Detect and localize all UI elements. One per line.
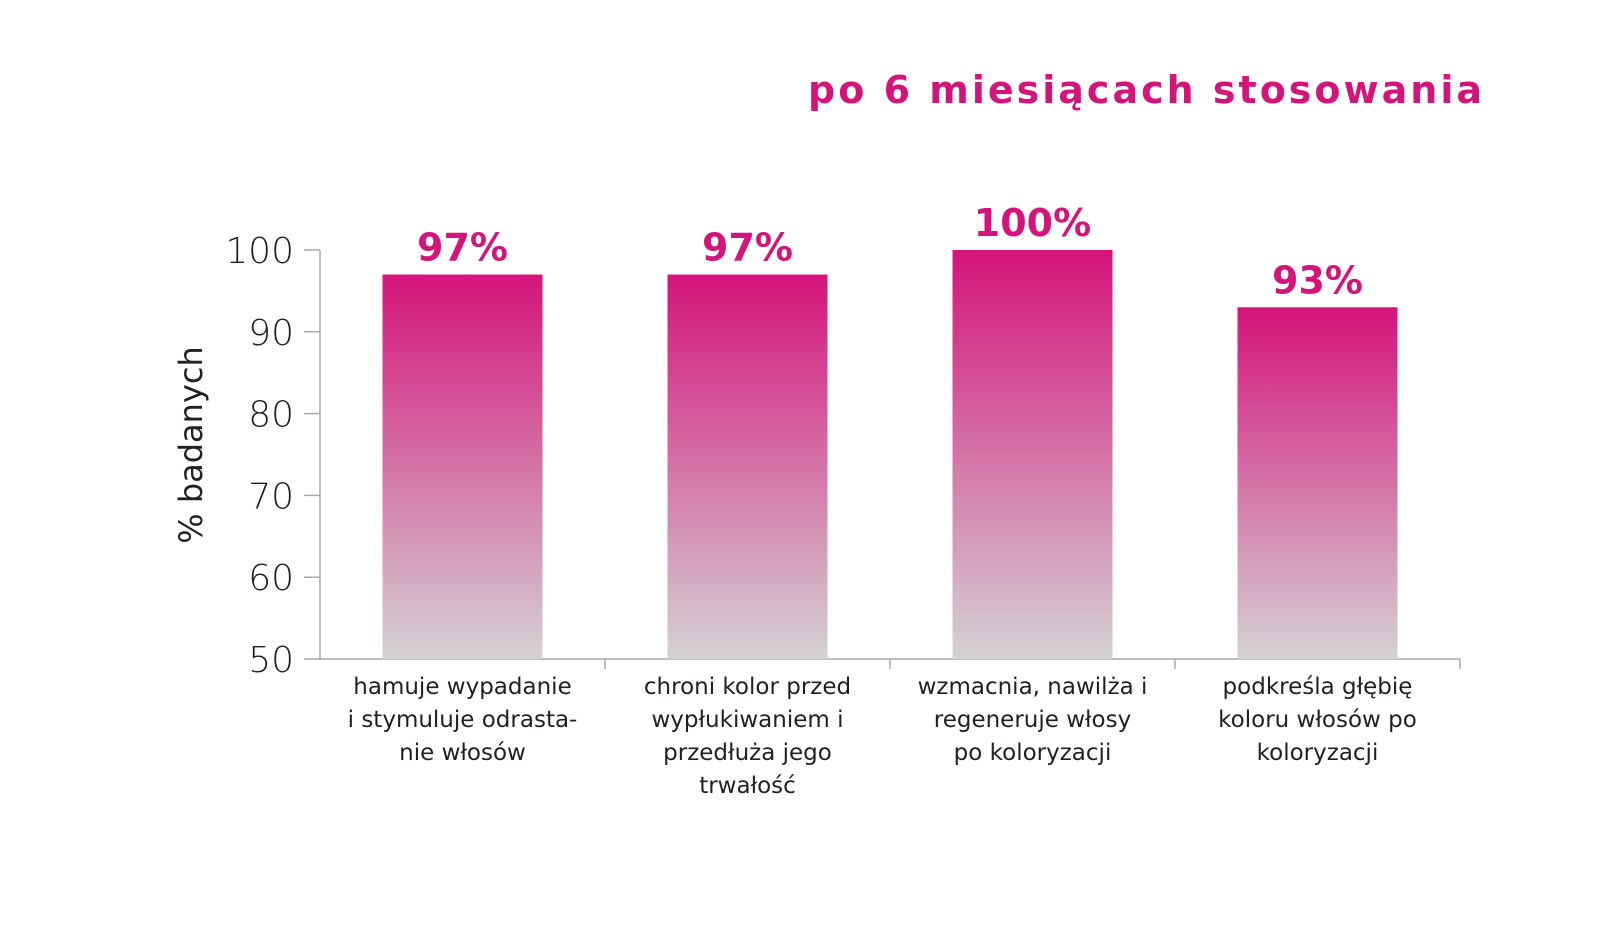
bar-value-label: 97%: [702, 226, 793, 270]
bar: [1237, 307, 1398, 659]
bar: [952, 250, 1113, 659]
y-tick-label: 90: [248, 313, 294, 354]
bar: [382, 274, 543, 659]
x-category-label: hamuje wypadanie i stymuluje odrasta-nie …: [343, 671, 583, 770]
x-category-label: chroni kolor przed wypłukiwaniem i przedłu…: [628, 671, 868, 803]
x-category-label-line: regeneruje włosy: [933, 707, 1132, 733]
x-category-label-line: hamuje wypadanie: [353, 674, 572, 700]
axes: 50 60 70 80 90 100: [225, 231, 1461, 681]
x-category-label-line: podkreśla głębię: [1222, 674, 1413, 700]
x-category-label-line: przedłuża jego: [663, 740, 832, 766]
y-tick-label: 100: [225, 231, 294, 272]
bar-value-label: 93%: [1272, 258, 1363, 302]
x-category-label-line: trwałość: [699, 773, 796, 799]
y-tick-label: 70: [248, 476, 294, 517]
chart-title: po 6 miesiącach stosowania: [808, 68, 1485, 112]
x-category-label-line: koloru włosów po: [1218, 707, 1417, 733]
y-tick-label: 50: [248, 640, 294, 681]
x-category-label-line: koloryzacji: [1256, 740, 1379, 766]
x-category-label: podkreśla głębię koloru włosów po koloryza…: [1198, 671, 1438, 770]
x-category-label-line: wypłukiwaniem i: [651, 707, 844, 733]
x-category-label-line: nie włosów: [399, 740, 526, 766]
bars: [382, 250, 1398, 659]
bar-value-label: 97%: [417, 226, 508, 270]
value-labels: 97% 97% 100% 93%: [417, 201, 1363, 302]
bar: [667, 274, 828, 659]
x-category-label-line: wzmacnia, nawilża i: [917, 674, 1148, 700]
x-category-label-line: po koloryzacji: [953, 740, 1112, 766]
y-tick-label: 80: [248, 395, 294, 436]
bar-value-label: 100%: [974, 201, 1091, 245]
x-category-label: wzmacnia, nawilża i regeneruje włosy po ko…: [913, 671, 1153, 770]
x-category-label-line: chroni kolor przed: [643, 674, 852, 700]
y-axis-label: % badanych: [172, 346, 210, 544]
y-tick-label: 60: [248, 558, 294, 599]
x-category-label-line: i stymuluje odrasta-: [347, 707, 578, 733]
